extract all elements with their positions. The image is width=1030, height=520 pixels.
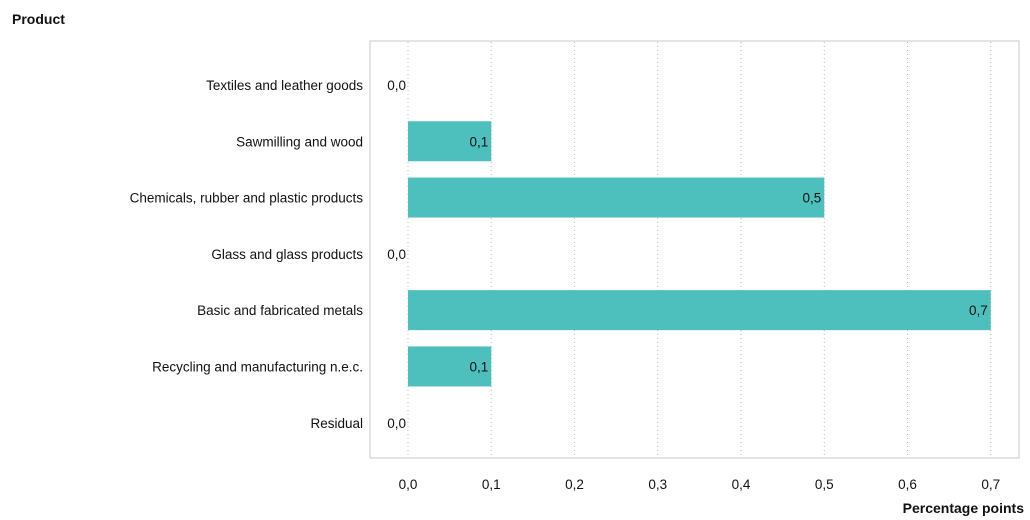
data-label: 0,0	[387, 78, 406, 93]
category-label: Basic and fabricated metals	[197, 303, 363, 318]
x-tick-label: 0,5	[815, 477, 834, 492]
plot-area: 0,0 0,1 0,2 0,3 0,4 0,5 0,6 0,7 Textiles and lea…	[130, 40, 1020, 492]
category-label: Glass and glass products	[211, 247, 363, 262]
x-tick-label: 0,7	[981, 477, 1000, 492]
data-label: 0,0	[387, 416, 406, 431]
x-tick-label: 0,0	[399, 477, 418, 492]
category-label: Chemicals, rubber and plastic products	[130, 191, 364, 206]
data-label: 0,1	[469, 359, 488, 374]
data-label: 0,1	[469, 134, 488, 149]
category-label: Textiles and leather goods	[206, 78, 363, 93]
data-label: 0,0	[387, 247, 406, 262]
data-label: 0,5	[802, 191, 821, 206]
bar	[408, 290, 991, 331]
category-label: Recycling and manufacturing n.e.c.	[152, 359, 363, 374]
data-label: 0,7	[969, 303, 988, 318]
x-tick-label: 0,6	[898, 477, 917, 492]
bar	[408, 177, 825, 218]
x-tick-label: 0,4	[732, 477, 751, 492]
chart-title: Product	[12, 11, 65, 27]
bar	[408, 121, 492, 162]
x-tick-label: 0,3	[648, 477, 667, 492]
bar	[408, 346, 492, 387]
x-tick-label: 0,1	[482, 477, 501, 492]
category-label: Sawmilling and wood	[236, 134, 363, 149]
x-axis-title: Percentage points	[903, 500, 1025, 516]
category-label: Residual	[310, 416, 363, 431]
plot-frame	[369, 40, 1020, 459]
x-tick-label: 0,2	[565, 477, 584, 492]
